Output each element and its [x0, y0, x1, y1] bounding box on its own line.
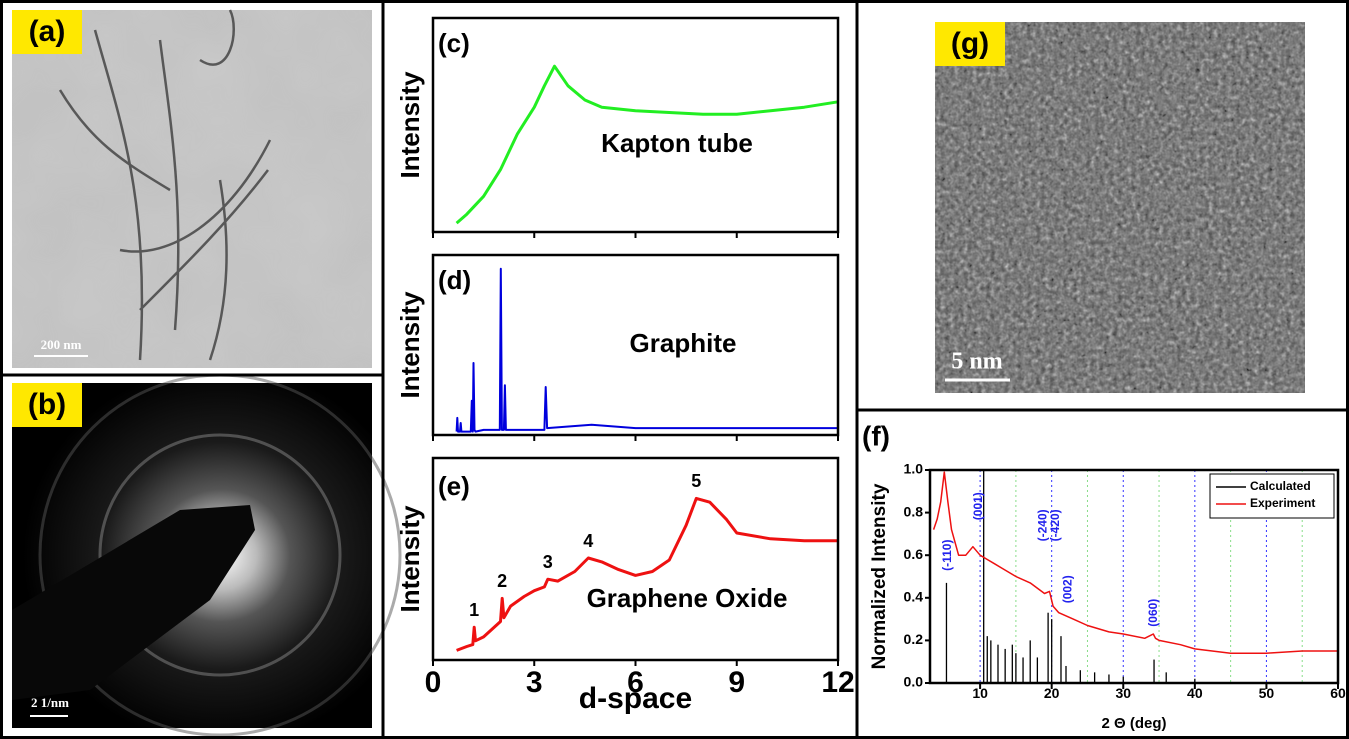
scale-bar-label: 200 nm — [41, 337, 82, 352]
x-tick-label: 10 — [972, 685, 988, 701]
panel-label: (c) — [438, 28, 470, 58]
curve-label: Kapton tube — [601, 128, 753, 158]
panel-label: (f) — [862, 420, 890, 451]
panel-a: (a) 200 nm — [12, 10, 372, 368]
x-tick-label: 3 — [526, 666, 543, 699]
peak-index: (-420) — [1048, 509, 1062, 541]
peak-index: (060) — [1146, 599, 1160, 627]
x-tick-label: 0 — [425, 666, 442, 699]
legend-label: Calculated — [1250, 479, 1311, 493]
y-axis-label: Intensity — [395, 291, 425, 398]
y-axis-label: Intensity — [395, 71, 425, 178]
peak-number: 2 — [497, 571, 507, 591]
curve-label: Graphene Oxide — [587, 583, 788, 613]
x-axis-label: d-space — [579, 682, 692, 715]
scale-bar-label: 2 1/nm — [31, 695, 69, 710]
x-tick-label: 12 — [821, 666, 854, 699]
peak-index: (002) — [1060, 575, 1074, 603]
peak-index: (-110) — [940, 540, 954, 571]
panel-label: (g) — [951, 27, 989, 60]
y-tick-label: 0.0 — [904, 674, 924, 690]
x-axis-label: 2 Θ (deg) — [1101, 715, 1166, 732]
x-tick-label: 50 — [1259, 685, 1275, 701]
y-tick-label: 0.6 — [904, 546, 924, 562]
y-tick-label: 1.0 — [904, 461, 924, 477]
panel-g: (g) 5 nm — [935, 22, 1305, 393]
panel-label: (b) — [28, 388, 66, 421]
x-tick-label: 60 — [1330, 685, 1346, 701]
peak-number: 1 — [469, 600, 479, 620]
panel-b: (b) 2 1/nm — [12, 375, 400, 735]
panel-label: (d) — [438, 265, 471, 295]
y-axis-label: Intensity — [395, 505, 425, 612]
panel-label: (a) — [29, 15, 66, 48]
peak-index: (001) — [971, 492, 985, 520]
tem-texture — [12, 10, 372, 368]
y-tick-label: 0.4 — [904, 589, 924, 605]
panel-label: (e) — [438, 471, 470, 501]
x-tick-label: 30 — [1115, 685, 1131, 701]
peak-number: 3 — [543, 552, 553, 572]
curve-label: Graphite — [630, 328, 737, 358]
x-tick-label: 9 — [728, 666, 745, 699]
y-tick-label: 0.2 — [904, 631, 924, 647]
hrtem-texture — [935, 22, 1305, 393]
scale-bar-label: 5 nm — [951, 349, 1002, 375]
y-axis-label: Normalized Intensity — [869, 483, 890, 669]
x-tick-label: 20 — [1044, 685, 1060, 701]
legend-label: Experiment — [1250, 496, 1315, 510]
figure: (a) 200 nm (b) 2 1/nm (g) 5 nm (c) Intens… — [0, 0, 1349, 739]
peak-number: 5 — [691, 471, 701, 491]
x-tick-label: 40 — [1187, 685, 1203, 701]
peak-number: 4 — [583, 531, 593, 551]
y-tick-label: 0.8 — [904, 503, 924, 519]
